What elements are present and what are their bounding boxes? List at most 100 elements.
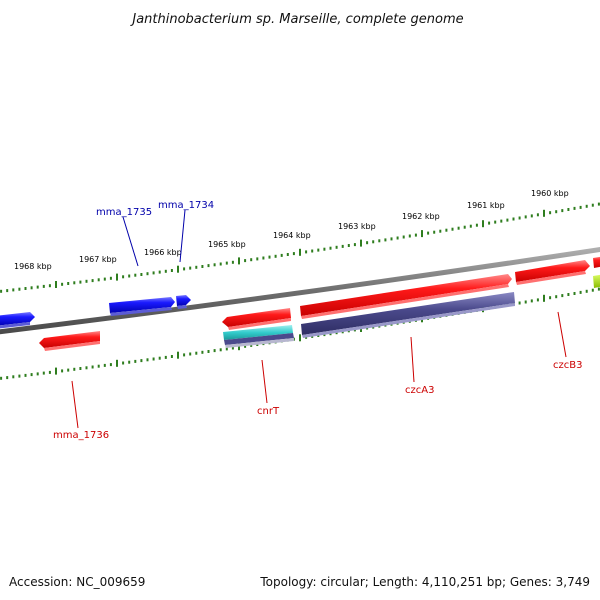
gene-left-blue[interactable]	[0, 312, 35, 329]
topology-text: Topology: circular; Length: 4,110,251 bp…	[259, 575, 590, 589]
lower-ruler-minor-tick	[524, 300, 527, 304]
upper-ruler-minor-tick	[463, 225, 466, 229]
upper-ruler-minor-tick	[262, 256, 265, 260]
lower-ruler-minor-tick	[579, 290, 582, 294]
upper-ruler-minor-tick	[24, 287, 27, 290]
leader-mma-1736	[71, 380, 79, 429]
upper-ruler-minor-tick	[378, 239, 381, 243]
gene-edge-lime[interactable]	[593, 274, 600, 288]
gene-czcA3[interactable]	[301, 292, 515, 338]
lower-ruler-minor-tick	[42, 371, 45, 375]
lower-ruler-minor-tick	[207, 350, 210, 353]
leader-mma-1735	[122, 216, 139, 267]
lower-ruler-minor-tick	[573, 292, 576, 295]
lower-ruler-minor-tick	[91, 365, 94, 369]
lower-ruler-minor-tick	[67, 368, 70, 372]
leader-mma-1734	[179, 209, 186, 263]
lower-ruler-minor-tick	[140, 359, 143, 363]
lower-ruler-minor-tick	[103, 363, 106, 367]
gene-mma-1735[interactable]	[109, 297, 175, 316]
upper-ruler-minor-tick	[427, 231, 430, 235]
gene-mma-1736[interactable]	[39, 331, 100, 351]
upper-tick-ruler	[0, 202, 600, 293]
lower-ruler-minor-tick	[158, 356, 161, 360]
upper-ruler-minor-tick	[494, 220, 497, 224]
label-czcB3[interactable]: czcB3	[553, 360, 582, 371]
upper-ruler-minor-tick	[530, 214, 533, 218]
lower-ruler-minor-tick	[585, 289, 588, 293]
label-czcA3[interactable]: czcA3	[405, 385, 434, 396]
lower-ruler-minor-tick	[561, 294, 564, 298]
lower-ruler-minor-tick	[549, 296, 552, 300]
gene-cnrT-red[interactable]	[222, 308, 291, 330]
gene-mma-1734[interactable]	[176, 295, 191, 309]
upper-ruler-minor-tick	[506, 218, 509, 222]
label-cnrT[interactable]: cnrT	[257, 406, 280, 417]
lower-ruler-minor-tick	[530, 299, 533, 303]
gene-edge-red[interactable]	[593, 256, 600, 268]
gene-cnrT[interactable]	[223, 325, 294, 348]
lower-ruler-minor-tick	[555, 295, 558, 299]
lower-ruler-minor-tick	[213, 349, 216, 353]
lower-ruler-minor-tick	[30, 373, 33, 377]
upper-ruler-minor-tick	[146, 272, 149, 276]
upper-ruler-minor-tick	[274, 254, 277, 258]
leader-czcA3	[410, 336, 415, 383]
lower-ruler-minor-tick	[122, 361, 125, 365]
upper-ruler-minor-tick	[518, 216, 521, 220]
upper-ruler-minor-tick	[61, 282, 64, 286]
leader-cnrT	[261, 359, 268, 404]
upper-ruler-minor-tick	[219, 262, 222, 266]
lower-ruler-major-tick	[238, 343, 240, 351]
lower-ruler-minor-tick	[79, 367, 82, 370]
upper-ruler-minor-tick	[305, 250, 308, 254]
lower-ruler-minor-tick	[48, 370, 51, 374]
lower-ruler-minor-tick	[225, 347, 228, 351]
lower-ruler-minor-tick	[109, 363, 112, 367]
tick-label-1962: 1962 kbp	[402, 212, 440, 221]
lower-ruler-minor-tick	[164, 355, 167, 359]
upper-ruler-minor-tick	[549, 211, 552, 215]
label-mma-1735[interactable]: mma_1735	[96, 207, 152, 218]
upper-ruler-minor-tick	[213, 263, 216, 267]
lower-ruler-minor-tick	[134, 359, 137, 363]
tick-labels: 1968 kbp 1967 kbp 1966 kbp 1965 kbp 1964…	[14, 189, 569, 271]
lower-ruler-minor-tick	[189, 352, 192, 356]
upper-ruler-major-tick	[177, 265, 179, 273]
gene-czcB3-block[interactable]	[515, 260, 590, 285]
upper-ruler-minor-tick	[256, 257, 259, 261]
upper-ruler-minor-tick	[585, 204, 588, 208]
upper-ruler-major-tick	[55, 281, 57, 288]
tick-label-1960: 1960 kbp	[531, 189, 569, 198]
upper-ruler-minor-tick	[335, 245, 338, 249]
upper-ruler-minor-tick	[30, 286, 33, 290]
upper-ruler-minor-tick	[488, 221, 491, 225]
upper-ruler-minor-tick	[231, 260, 234, 264]
label-mma-1736[interactable]: mma_1736	[53, 430, 109, 441]
upper-ruler-minor-tick	[12, 288, 15, 292]
upper-ruler-minor-tick	[201, 265, 204, 268]
upper-ruler-major-tick	[238, 257, 240, 265]
gene-upper-red-1[interactable]	[300, 274, 512, 319]
upper-ruler-minor-tick	[0, 289, 3, 293]
tick-label-1966: 1966 kbp	[144, 248, 182, 257]
upper-ruler-minor-tick	[311, 249, 314, 253]
upper-ruler-minor-tick	[329, 246, 332, 250]
upper-ruler-major-tick	[116, 273, 118, 281]
upper-ruler-minor-tick	[366, 241, 369, 245]
map-title: Janthinobacterium sp. Marseille, complet…	[129, 12, 463, 27]
lower-ruler-minor-tick	[244, 344, 247, 348]
upper-ruler-minor-tick	[390, 237, 393, 241]
upper-ruler-minor-tick	[170, 269, 173, 272]
label-mma-1734[interactable]: mma_1734	[158, 200, 214, 211]
upper-ruler-minor-tick	[207, 264, 210, 268]
upper-ruler-minor-tick	[268, 255, 271, 259]
upper-ruler-minor-tick	[451, 227, 454, 231]
upper-ruler-minor-tick	[353, 243, 356, 247]
upper-ruler-minor-tick	[91, 279, 94, 283]
upper-ruler-minor-tick	[286, 253, 289, 256]
upper-ruler-minor-tick	[555, 210, 558, 214]
upper-ruler-minor-tick	[561, 209, 564, 213]
upper-ruler-minor-tick	[341, 244, 344, 248]
